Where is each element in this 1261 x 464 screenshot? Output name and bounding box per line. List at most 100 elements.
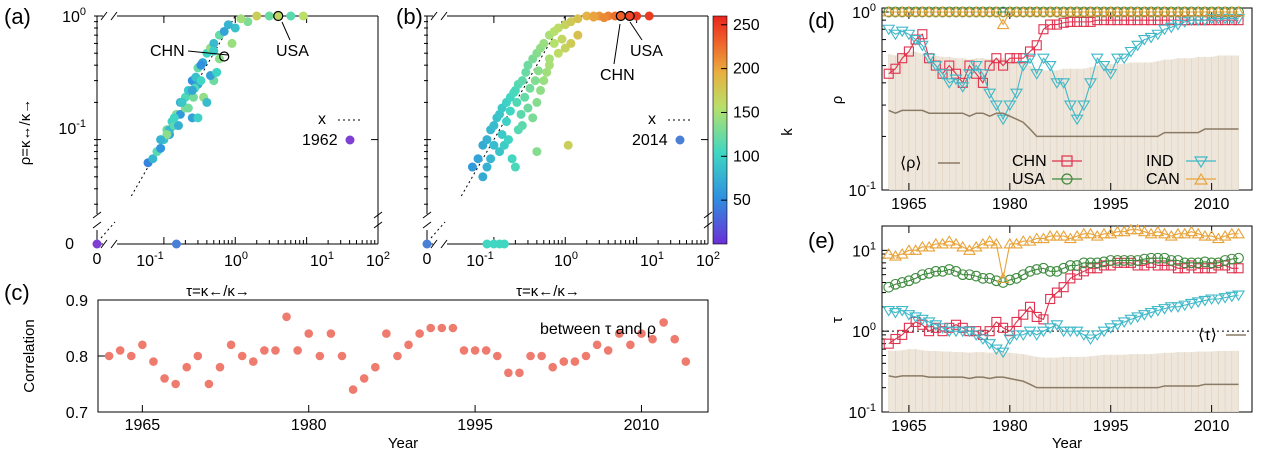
series-line-ind xyxy=(888,294,1239,353)
correlation-point xyxy=(171,379,180,389)
marker-can xyxy=(1137,225,1151,237)
marker-ind xyxy=(1084,334,1098,346)
zero-point xyxy=(499,239,509,249)
marker-chn xyxy=(937,326,948,337)
marker-can xyxy=(888,5,902,17)
panel-b-break-right xyxy=(703,211,713,229)
marker-usa xyxy=(903,275,915,287)
ytick-label: 10-1 xyxy=(848,402,876,422)
marker-usa xyxy=(896,277,908,288)
marker-usa xyxy=(1186,257,1197,269)
data-point xyxy=(169,113,179,123)
marker-ind xyxy=(1010,88,1024,100)
marker-ind xyxy=(1232,290,1246,302)
marker-ind xyxy=(1184,298,1198,310)
marker-can xyxy=(983,235,997,246)
data-point xyxy=(539,76,549,86)
marker-chn xyxy=(950,319,962,330)
data-point xyxy=(162,129,172,139)
data-point xyxy=(523,103,533,113)
marker-ind xyxy=(1211,294,1225,306)
panel-a-xtick-4: 102 xyxy=(366,250,390,270)
marker-ind xyxy=(1030,69,1044,80)
marker-can xyxy=(1063,5,1077,17)
marker-ind xyxy=(1225,13,1239,25)
marker-can xyxy=(1104,5,1118,17)
data-point xyxy=(177,97,187,107)
marker-ind xyxy=(969,61,983,72)
marker-ind xyxy=(1171,20,1185,31)
marker-chn xyxy=(1045,19,1056,30)
data-point xyxy=(214,54,224,64)
marker-ind xyxy=(996,114,1010,126)
series-line-ind xyxy=(888,17,1239,121)
marker-usa xyxy=(1065,260,1076,271)
marker-ind xyxy=(1131,312,1145,323)
marker-usa xyxy=(1051,265,1063,277)
marker-can xyxy=(1016,5,1030,17)
data-point xyxy=(236,14,246,24)
marker-chn xyxy=(1065,273,1076,284)
marker-ind xyxy=(1050,320,1064,331)
marker-chn xyxy=(944,60,955,71)
marker-ind xyxy=(1090,330,1104,341)
zero-point xyxy=(422,239,432,249)
panel-c-xtick-label: 1995 xyxy=(457,417,493,434)
correlation-point xyxy=(393,351,402,361)
series-line-can xyxy=(888,229,1239,279)
correlation-point xyxy=(149,357,158,366)
marker-can xyxy=(1110,225,1124,237)
panel-b-marks xyxy=(422,10,709,249)
legend-can-marker xyxy=(1193,172,1209,185)
panel-a: (a) 0 10-1 100 101 102 0 10-1 100 τ=κ←/κ… xyxy=(4,4,390,300)
marker-can xyxy=(1097,227,1111,239)
marker-usa xyxy=(910,273,921,284)
marker-usa xyxy=(1091,257,1103,269)
marker-ind xyxy=(1110,320,1124,331)
marker-usa xyxy=(997,6,1009,18)
marker-can xyxy=(1124,5,1138,17)
marker-chn xyxy=(897,53,908,64)
correlation-point xyxy=(237,351,247,361)
panel-c-ytick-label: 0.7 xyxy=(66,405,88,422)
marker-chn xyxy=(1018,309,1029,320)
data-point xyxy=(503,135,513,145)
ytick-label: 101 xyxy=(852,240,876,260)
data-point xyxy=(230,23,240,33)
marker-ind xyxy=(942,326,956,338)
data-point xyxy=(202,97,212,107)
marker-chn xyxy=(1051,287,1062,298)
marker-ind xyxy=(1043,323,1057,334)
marker-chn xyxy=(1206,263,1217,274)
data-point xyxy=(542,67,552,77)
marker-can xyxy=(1090,5,1104,17)
marker-chn xyxy=(991,53,1002,64)
panel-a-arrow-usa xyxy=(281,21,291,41)
data-point xyxy=(528,113,538,123)
marker-can xyxy=(1084,5,1098,17)
marker-usa xyxy=(1024,265,1036,277)
marker-chn xyxy=(1179,263,1190,274)
data-point xyxy=(148,154,158,164)
marker-can xyxy=(1097,5,1111,17)
marker-chn xyxy=(1031,311,1042,322)
marker-ind xyxy=(1124,46,1138,58)
marker-chn xyxy=(903,322,914,333)
data-point xyxy=(264,11,274,21)
marker-can xyxy=(942,5,956,17)
data-point xyxy=(507,154,517,164)
marker-chn xyxy=(1139,260,1150,271)
data-point xyxy=(525,83,535,93)
legend-can: CAN xyxy=(1146,171,1180,188)
marker-ind xyxy=(962,326,976,338)
marker-chn xyxy=(998,322,1009,333)
panel-b-arrow-usa xyxy=(629,21,643,41)
panel-c-xtick-label: 1965 xyxy=(125,417,161,434)
data-point xyxy=(510,162,520,172)
data-point xyxy=(573,30,583,40)
correlation-point xyxy=(670,334,680,344)
data-point xyxy=(478,172,488,182)
data-point xyxy=(286,11,296,21)
marker-ind xyxy=(1104,323,1118,334)
series-line-can xyxy=(888,11,1239,26)
